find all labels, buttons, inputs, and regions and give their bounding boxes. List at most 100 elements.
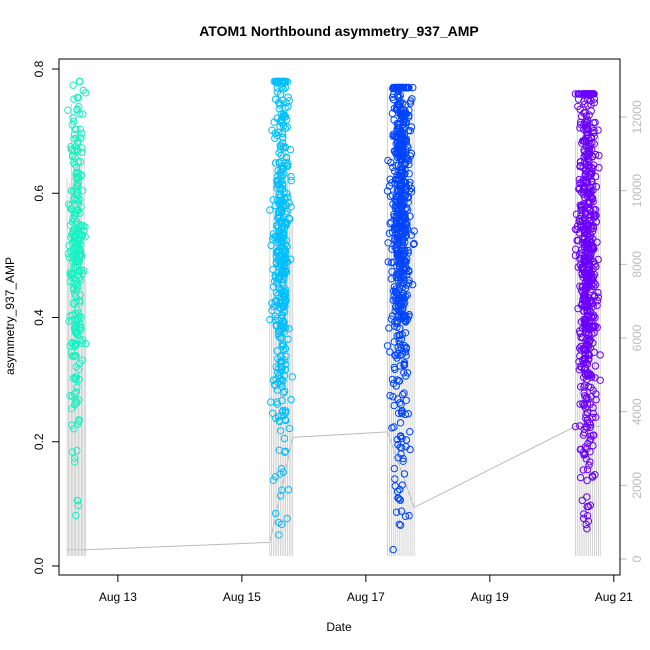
data-point	[403, 369, 412, 377]
x-tick-label: Aug 21	[595, 590, 633, 604]
data-point	[589, 181, 597, 189]
data-point	[583, 152, 591, 161]
data-point	[394, 121, 402, 129]
data-point	[402, 148, 410, 156]
data-point	[399, 310, 408, 319]
data-point	[591, 261, 599, 269]
data-point	[281, 345, 290, 353]
data-point	[393, 204, 402, 213]
data-point	[581, 371, 590, 379]
data-point	[394, 395, 402, 403]
data-point	[78, 144, 86, 152]
data-point	[389, 545, 397, 554]
data-point	[589, 441, 597, 450]
data-point	[399, 121, 407, 129]
data-point	[385, 229, 394, 238]
data-point	[390, 464, 398, 473]
data-point	[402, 292, 410, 301]
data-point	[275, 326, 283, 334]
data-point	[399, 457, 407, 465]
data-point	[590, 431, 598, 439]
chart-title: ATOM1 Northbound asymmetry_937_AMP	[199, 23, 479, 39]
data-point	[575, 214, 584, 223]
data-point	[404, 83, 413, 92]
data-point	[278, 172, 286, 180]
data-point	[74, 283, 82, 291]
data-point	[589, 409, 597, 418]
data-point	[586, 501, 595, 509]
data-point	[587, 101, 595, 109]
data-point	[590, 329, 598, 337]
data-point	[75, 173, 83, 182]
data-point	[279, 238, 287, 246]
data-point	[66, 342, 74, 350]
data-point	[393, 103, 401, 111]
data-point	[271, 159, 280, 167]
data-point	[592, 413, 600, 421]
data-point	[72, 363, 80, 371]
data-point	[586, 206, 594, 215]
data-point	[583, 493, 591, 501]
series-2	[266, 77, 296, 557]
data-point	[275, 98, 283, 107]
data-point	[70, 390, 79, 398]
data-point	[395, 93, 403, 101]
data-point	[591, 362, 600, 370]
data-point	[277, 197, 285, 205]
data-point	[268, 299, 276, 307]
data-point	[400, 210, 409, 219]
data-point	[71, 281, 80, 289]
data-point	[395, 494, 403, 503]
data-point	[393, 92, 402, 101]
data-point	[400, 359, 409, 367]
data-point	[386, 175, 394, 183]
data-point	[582, 325, 591, 333]
data-point	[72, 329, 81, 338]
data-point	[585, 188, 593, 196]
data-point	[591, 322, 600, 330]
data-point	[580, 400, 589, 409]
data-point	[400, 301, 408, 309]
data-point	[580, 137, 588, 146]
data-point	[70, 130, 79, 139]
data-point	[589, 265, 597, 273]
data-point	[278, 319, 287, 328]
data-point	[285, 199, 293, 207]
data-point	[579, 466, 587, 474]
data-point	[79, 86, 88, 95]
data-point	[383, 342, 392, 350]
data-point	[279, 180, 287, 188]
data-point	[586, 419, 594, 427]
data-point	[72, 397, 80, 405]
data-point	[583, 525, 591, 533]
data-point	[579, 273, 587, 281]
data-point	[270, 77, 278, 86]
data-point	[384, 258, 392, 266]
data-point	[271, 509, 280, 518]
data-point	[72, 286, 81, 295]
data-point	[393, 295, 401, 304]
data-point	[388, 267, 396, 276]
data-point	[74, 496, 82, 505]
data-point	[590, 292, 599, 300]
data-point	[394, 145, 402, 153]
data-point	[76, 195, 84, 204]
x-axis-label: Date	[326, 620, 352, 634]
data-point	[579, 288, 587, 297]
data-point	[591, 172, 600, 181]
data-point	[397, 313, 405, 321]
data-point	[287, 176, 295, 185]
data-point	[580, 256, 589, 264]
data-point	[278, 375, 286, 384]
data-point	[68, 153, 77, 161]
data-point	[389, 393, 397, 401]
data-point	[78, 231, 87, 239]
data-point	[75, 375, 83, 384]
data-point	[283, 242, 291, 251]
data-point	[70, 195, 78, 204]
data-point	[410, 239, 418, 248]
data-point	[580, 510, 588, 518]
data-point	[74, 178, 83, 187]
data-point	[584, 324, 592, 332]
plot-frame	[58, 58, 621, 576]
